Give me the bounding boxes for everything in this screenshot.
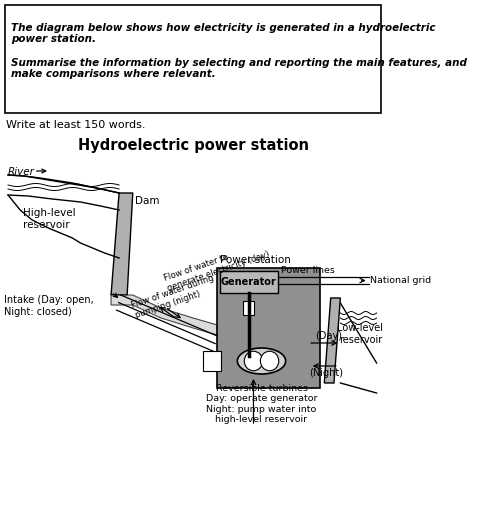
Text: High-level
reservoir: High-level reservoir (23, 208, 75, 229)
Text: Intake (Day: open,
Night: closed): Intake (Day: open, Night: closed) (4, 295, 94, 316)
Text: Write at least 150 words.: Write at least 150 words. (6, 120, 145, 130)
Text: power station.: power station. (11, 34, 96, 44)
Text: Reversible turbines
Day: operate generator
Night: pump water into
high-level res: Reversible turbines Day: operate generat… (205, 384, 317, 424)
Text: make comparisons where relevant.: make comparisons where relevant. (11, 69, 216, 79)
Text: Flow of water to
generate electricity (day): Flow of water to generate electricity (d… (162, 240, 270, 293)
Bar (219, 271, 277, 293)
Text: Dam: Dam (135, 196, 159, 206)
Bar (217, 268, 320, 388)
Ellipse shape (260, 351, 278, 371)
Text: (Day): (Day) (314, 331, 341, 341)
Bar (203, 351, 221, 371)
Polygon shape (324, 298, 340, 383)
Text: Power station: Power station (220, 255, 291, 265)
Polygon shape (111, 295, 217, 335)
Text: National grid: National grid (370, 276, 431, 285)
Bar (5, 5, 381, 113)
Ellipse shape (237, 348, 285, 374)
Text: River: River (8, 167, 35, 177)
Text: (Night): (Night) (308, 368, 342, 378)
Text: Summarise the information by selecting and reporting the main features, and: Summarise the information by selecting a… (11, 58, 466, 68)
Text: Hydroelectric power station: Hydroelectric power station (77, 138, 308, 153)
Text: Low-level
reservoir: Low-level reservoir (337, 323, 383, 345)
Text: Generator: Generator (220, 277, 276, 287)
Polygon shape (111, 193, 132, 295)
Bar (242, 301, 254, 315)
Ellipse shape (244, 351, 262, 371)
Text: Power lines: Power lines (280, 266, 334, 275)
Text: Flow of water during
pumping (night): Flow of water during pumping (night) (130, 273, 218, 320)
Text: The diagram below shows how electricity is generated in a hydroelectric: The diagram below shows how electricity … (11, 23, 435, 33)
